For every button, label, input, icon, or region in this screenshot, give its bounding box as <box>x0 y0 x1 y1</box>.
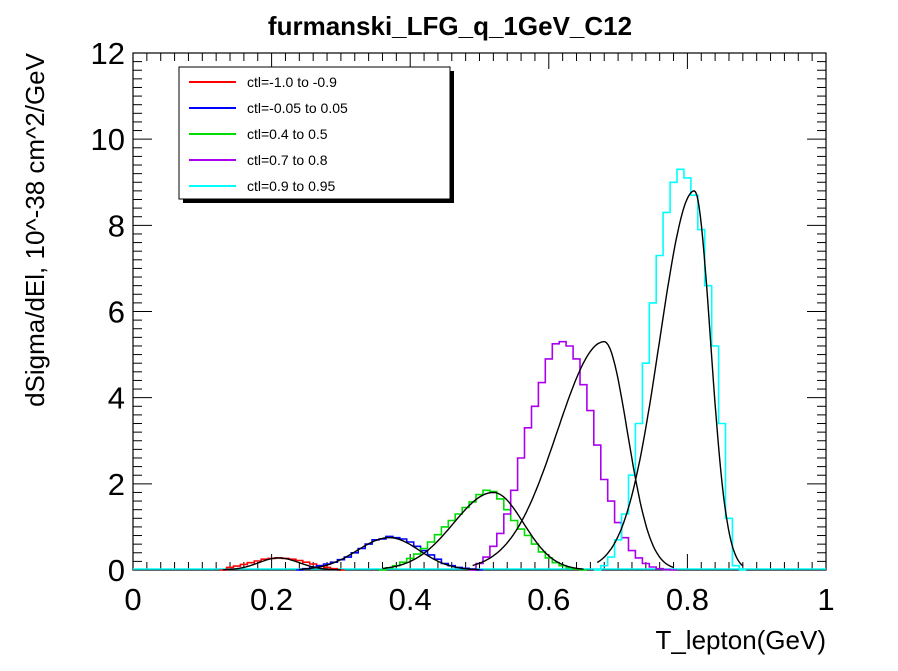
legend: ctl=-1.0 to -0.9 ctl=-0.05 to 0.05 ctl=0.4… <box>178 66 454 203</box>
legend-items: ctl=-1.0 to -0.9 ctl=-0.05 to 0.05 ctl=0.4… <box>189 74 348 194</box>
chart-title: furmanski_LFG_q_1GeV_C12 <box>268 11 632 41</box>
histogram-ctl-0-7-to-0-8 <box>469 340 677 571</box>
x-tick-label: 0 <box>124 582 141 617</box>
histogram-ctl-0-9-to-0-95 <box>593 168 747 571</box>
x-axis-label: T_lepton(GeV) <box>655 625 826 655</box>
legend-label: ctl=0.9 to 0.95 <box>247 178 336 194</box>
x-tick-label: 0.6 <box>527 582 570 617</box>
y-axis-label: dSigma/dEl, 10^-38 cm^2/GeV <box>20 52 50 407</box>
legend-label: ctl=0.4 to 0.5 <box>247 126 328 142</box>
fit-curve <box>382 491 584 570</box>
fit-curve <box>223 557 341 571</box>
fit-curve <box>299 537 480 571</box>
x-tick-label: 0.4 <box>389 582 432 617</box>
x-tick-label: 0.8 <box>666 582 709 617</box>
fit-curve <box>596 190 744 567</box>
y-tick-label: 12 <box>91 36 125 71</box>
x-tick-label: 0.2 <box>250 582 293 617</box>
y-tick-label: 10 <box>91 122 125 157</box>
legend-label: ctl=0.7 to 0.8 <box>247 152 328 168</box>
y-tick-label: 4 <box>108 381 125 416</box>
y-tick-label: 6 <box>108 295 125 330</box>
y-tick-label: 2 <box>108 467 125 502</box>
y-tick-label: 0 <box>108 553 125 588</box>
x-tick-label: 1 <box>817 582 834 617</box>
legend-label: ctl=-0.05 to 0.05 <box>247 100 348 116</box>
fit-curve <box>472 341 674 569</box>
fit-curves <box>223 190 744 571</box>
legend-label: ctl=-1.0 to -0.9 <box>247 74 337 90</box>
y-tick-label: 8 <box>108 208 125 243</box>
